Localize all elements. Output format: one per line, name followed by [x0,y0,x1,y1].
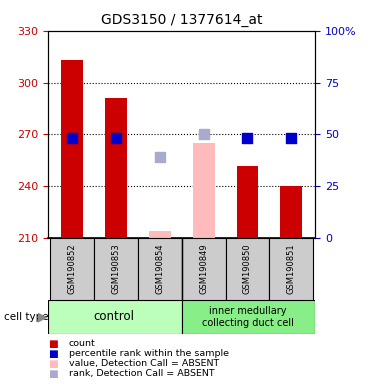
Bar [182,300,315,334]
Point [157,154,163,160]
Bar [193,143,215,238]
Bar [182,238,226,300]
Title: GDS3150 / 1377614_at: GDS3150 / 1377614_at [101,13,263,27]
Text: value, Detection Call = ABSENT: value, Detection Call = ABSENT [69,359,219,368]
Text: GSM190850: GSM190850 [243,243,252,294]
Text: GSM190854: GSM190854 [155,243,164,294]
Bar [48,300,182,334]
Point [113,135,119,141]
Text: ▶: ▶ [38,310,47,323]
Bar [94,238,138,300]
Bar [280,186,302,238]
Text: GSM190852: GSM190852 [68,243,77,294]
Text: control: control [93,310,134,323]
Bar [61,60,83,238]
Text: percentile rank within the sample: percentile rank within the sample [69,349,229,358]
Bar [138,238,182,300]
Text: ■: ■ [48,359,58,369]
Text: GSM190853: GSM190853 [112,243,121,294]
Text: GSM190851: GSM190851 [287,243,296,294]
Point [69,135,75,141]
Point [244,135,250,141]
Bar [50,238,94,300]
Text: GSM190849: GSM190849 [199,243,208,294]
Text: ■: ■ [48,369,58,379]
Bar [269,238,313,300]
Text: rank, Detection Call = ABSENT: rank, Detection Call = ABSENT [69,369,214,378]
Bar [226,238,269,300]
Text: ■: ■ [48,349,58,359]
Point [288,135,294,141]
Bar [149,231,171,238]
Text: count: count [69,339,95,348]
Point [201,131,207,137]
Text: cell type: cell type [4,312,48,322]
Text: inner medullary
collecting duct cell: inner medullary collecting duct cell [201,306,293,328]
Text: ■: ■ [48,339,58,349]
Bar [105,98,127,238]
Bar [237,166,259,238]
